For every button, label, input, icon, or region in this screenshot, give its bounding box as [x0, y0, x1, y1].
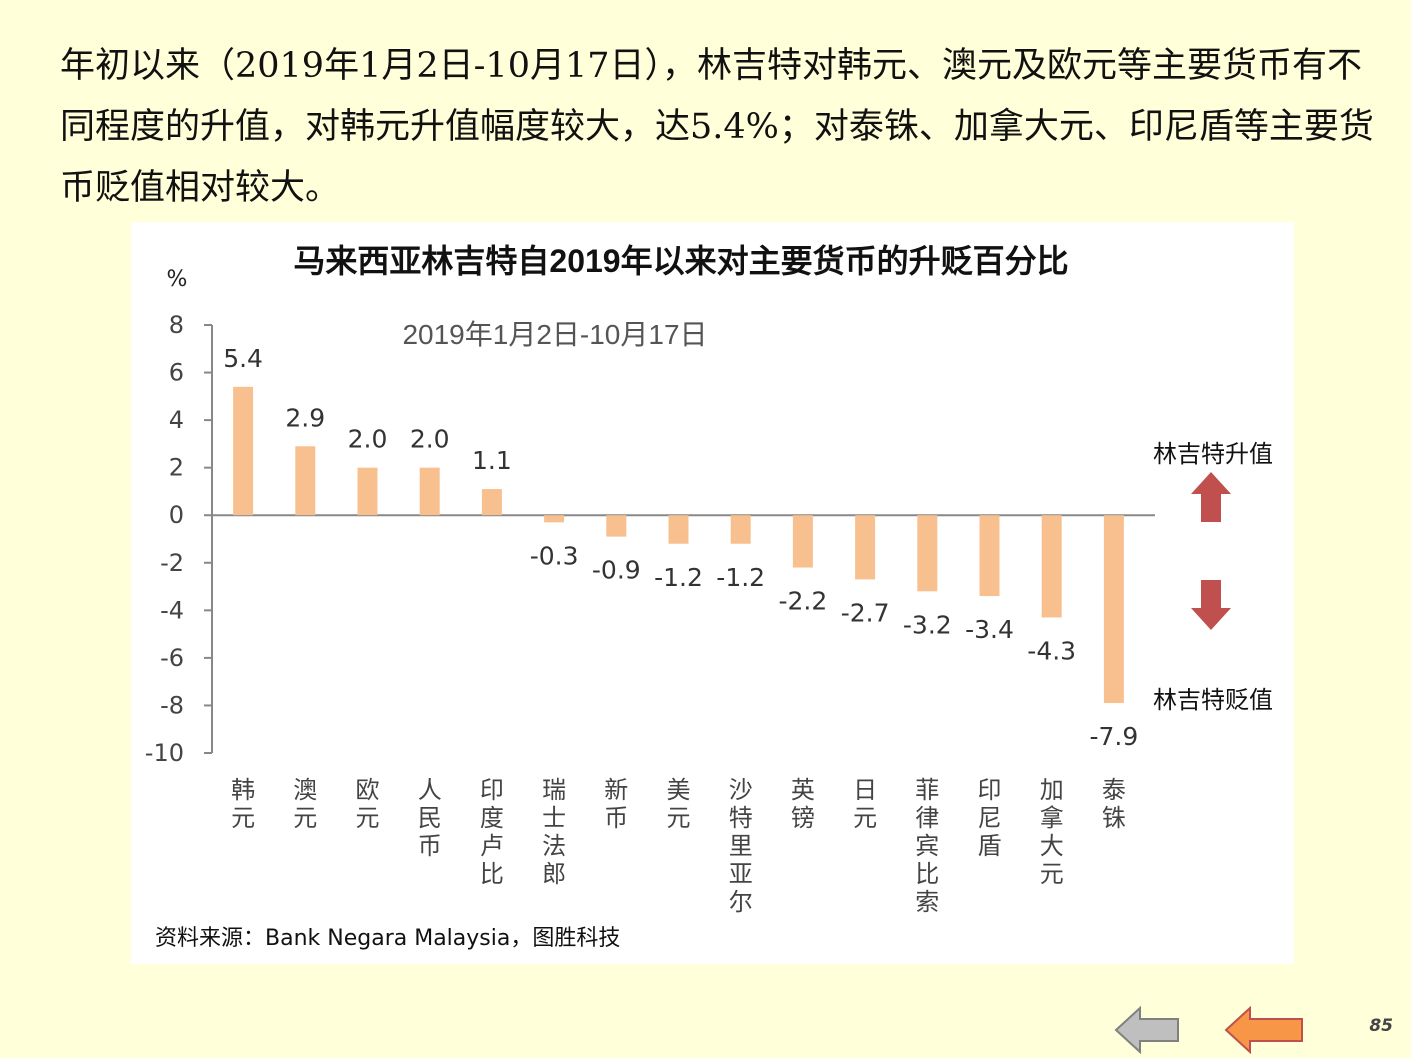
bar — [668, 515, 689, 544]
data-label: -3.4 — [965, 615, 1014, 644]
bar — [917, 515, 938, 592]
next-page-button[interactable] — [1224, 1005, 1306, 1055]
data-label: -7.9 — [1090, 722, 1139, 751]
bar — [792, 515, 813, 568]
data-label: -2.2 — [779, 587, 828, 616]
data-label: -1.2 — [654, 563, 703, 592]
category-label: 泰铢 — [1102, 776, 1126, 832]
category-label: 加拿大元 — [1040, 776, 1064, 888]
bar — [419, 467, 440, 516]
page-number: 85 — [1369, 1016, 1393, 1036]
category-label: 瑞士法郎 — [542, 776, 566, 888]
data-label: 1.1 — [472, 446, 512, 475]
category-label: 澳元 — [293, 776, 317, 832]
down-arrow-icon — [1191, 580, 1231, 630]
data-label: -4.3 — [1027, 636, 1076, 665]
data-label: -0.3 — [530, 541, 579, 570]
legend-depreciation-label: 林吉特贬值 — [1153, 686, 1273, 714]
prev-page-button[interactable] — [1114, 1005, 1182, 1055]
data-label: 5.4 — [223, 344, 263, 373]
bar — [606, 515, 627, 537]
bar-chart: 2019年1月2日-10月17日% 8 6 4 2 0 -2 -4 -6 -8 -10 5.4 韩元 2.… — [145, 267, 1155, 916]
data-label: -3.2 — [903, 610, 952, 639]
data-label: 2.0 — [348, 425, 388, 454]
data-label: 2.0 — [410, 425, 450, 454]
data-label: 2.9 — [285, 403, 325, 432]
y-tick-label: -8 — [160, 691, 184, 719]
chart-title: 马来西亚林吉特自2019年以来对主要货币的升贬百分比 — [293, 243, 1069, 279]
legend-appreciation-label: 林吉特升值 — [1153, 440, 1273, 468]
bar — [1103, 515, 1124, 704]
bar — [295, 446, 316, 516]
category-label: 英镑 — [791, 776, 815, 832]
data-label: -2.7 — [841, 598, 890, 627]
category-label: 日元 — [853, 776, 877, 832]
up-arrow-icon — [1191, 472, 1231, 522]
y-axis-unit-label: % — [167, 267, 188, 292]
y-tick-label: 2 — [169, 454, 184, 482]
source-note: 资料来源：Bank Negara Malaysia，图胜科技 — [155, 926, 621, 951]
chart-panel: 马来西亚林吉特自2019年以来对主要货币的升贬百分比 2019年1月2日-10月… — [131, 222, 1294, 964]
intro-paragraph: 年初以来（2019年1月2日-10月17日），林吉特对韩元、澳元及欧元等主要货币… — [60, 46, 1374, 208]
bar — [357, 467, 378, 516]
chart-subtitle: 2019年1月2日-10月17日 — [402, 319, 707, 350]
y-tick-label: -6 — [160, 644, 184, 672]
y-tick-label: -2 — [160, 549, 184, 577]
data-label: -1.2 — [716, 563, 765, 592]
category-label: 韩元 — [231, 776, 255, 832]
bar — [1041, 515, 1062, 618]
y-tick-label: -10 — [145, 739, 184, 767]
bar — [730, 515, 751, 544]
category-label: 印度卢比 — [480, 776, 504, 888]
category-label: 人民币 — [418, 776, 442, 860]
category-label: 欧元 — [356, 776, 380, 832]
category-label: 沙特里亚尔 — [729, 776, 753, 916]
category-label: 美元 — [667, 776, 691, 832]
category-label: 新币 — [604, 776, 628, 832]
y-tick-label: 8 — [169, 311, 184, 339]
y-tick-label: -4 — [160, 596, 184, 624]
bar — [855, 515, 876, 580]
bar — [233, 386, 254, 516]
category-label: 菲律宾比索 — [915, 776, 939, 916]
y-tick-label: 0 — [169, 501, 184, 529]
category-label: 印尼盾 — [978, 776, 1002, 860]
bar — [481, 489, 502, 516]
bar — [979, 515, 1000, 597]
y-tick-label: 6 — [169, 359, 184, 387]
y-tick-label: 4 — [169, 406, 184, 434]
bar — [544, 515, 565, 523]
data-label: -0.9 — [592, 556, 641, 585]
